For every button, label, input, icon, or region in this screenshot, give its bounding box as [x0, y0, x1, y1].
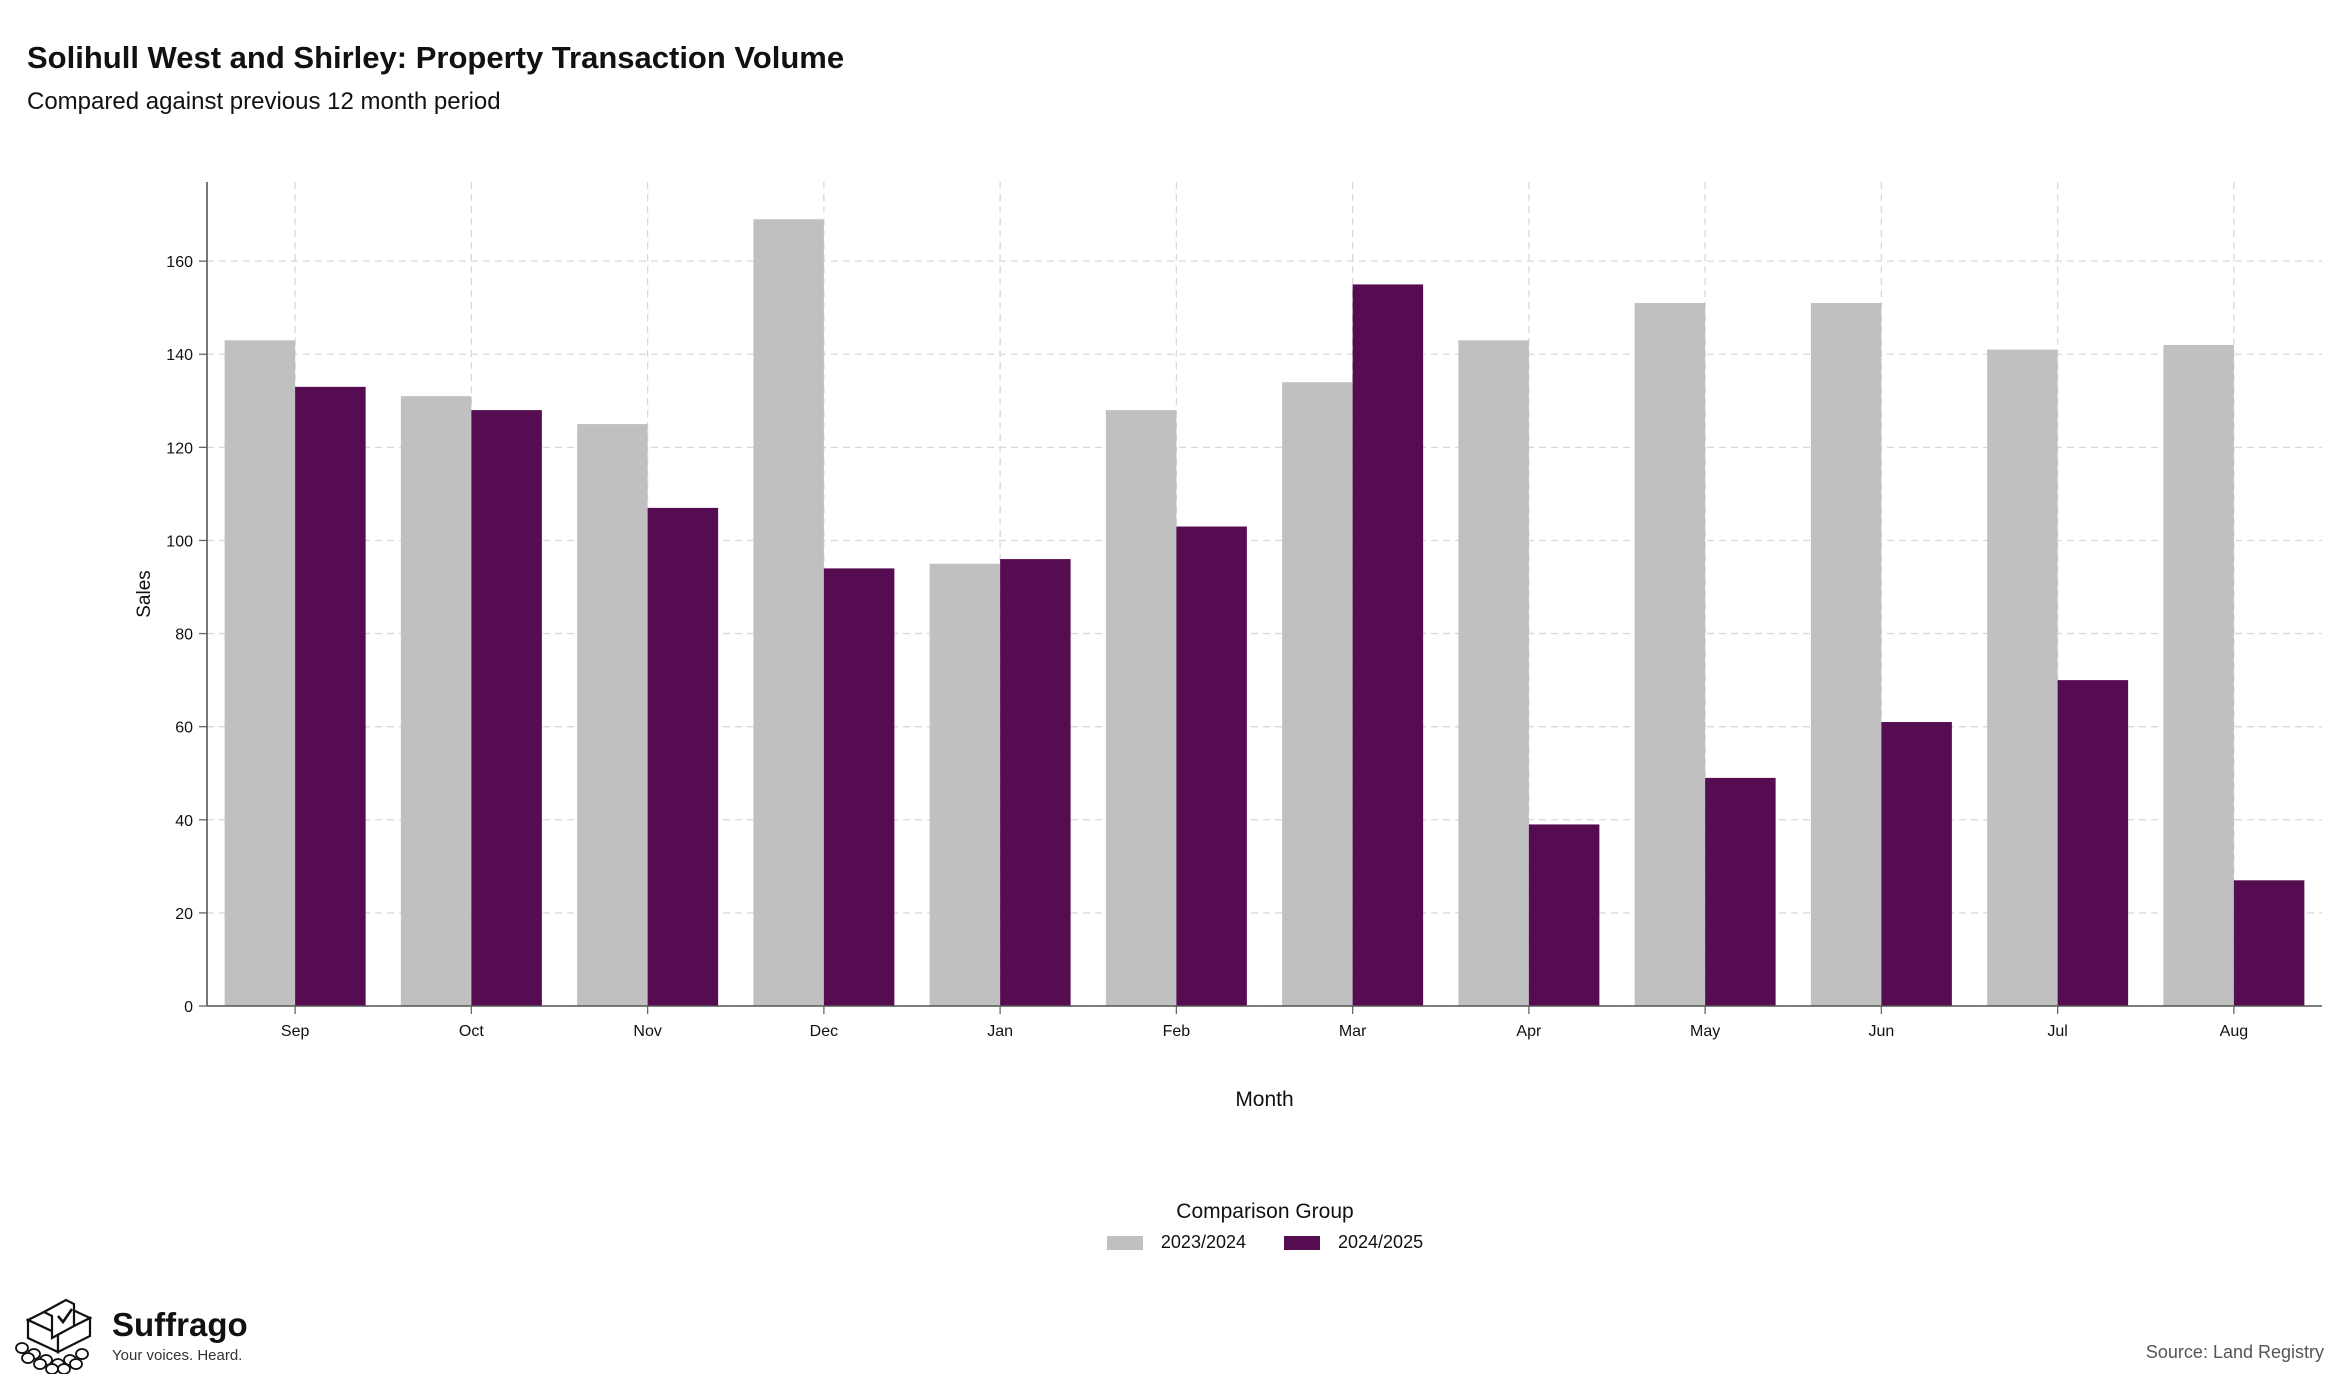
legend-items: 2023/2024 2024/2025	[0, 1232, 2334, 1253]
bar-2024-2025-jun	[1881, 722, 1952, 1006]
brand-name: Suffrago	[112, 1305, 248, 1343]
y-tick-label: 0	[184, 999, 193, 1016]
x-tick-label: Jul	[2047, 1023, 2067, 1040]
bar-2024-2025-jul	[2057, 680, 2129, 1006]
chart-subtitle: Compared against previous 12 month perio…	[27, 88, 501, 115]
bar-2023-2024-apr	[1458, 340, 1529, 1006]
bar-2024-2025-aug	[2233, 880, 2305, 1006]
legend: Comparison Group 2023/2024 2024/2025	[0, 1200, 2334, 1253]
y-tick-label: 100	[166, 533, 193, 550]
y-tick-label: 20	[175, 906, 193, 923]
chart-title: Solihull West and Shirley: Property Tran…	[27, 40, 845, 75]
legend-title: Comparison Group	[1176, 1200, 1354, 1223]
bar-2024-2025-jan	[1000, 559, 1071, 1006]
legend-swatch-2023-2024	[1106, 1235, 1143, 1250]
y-tick-label: 40	[175, 813, 193, 830]
y-tick-label: 160	[166, 254, 193, 271]
bar-2023-2024-mar	[1282, 382, 1353, 1006]
y-tick-label: 60	[175, 720, 193, 737]
bar-2023-2024-oct	[400, 396, 472, 1007]
bar-chart: 0 20 40 60 80 100 120 140 160 Sep Oct Nov Dec Jan Feb M…	[134, 182, 2322, 1111]
bar-2023-2024-feb	[1105, 410, 1177, 1006]
y-tick-label: 140	[166, 347, 193, 364]
bar-2023-2024-sep	[224, 340, 296, 1006]
bar-2023-2024-jul	[1987, 349, 2058, 1006]
y-tick-label: 80	[175, 627, 193, 644]
brand-logo: Suffrago Your voices. Heard.	[14, 1292, 248, 1379]
bar-2024-2025-apr	[1528, 824, 1600, 1006]
brand-tagline: Your voices. Heard.	[112, 1346, 243, 1364]
bar-2024-2025-may	[1705, 777, 1776, 1006]
bar-2023-2024-aug	[2163, 344, 2234, 1006]
x-tick-label: Nov	[633, 1023, 661, 1040]
x-tick-label: Mar	[1339, 1023, 1367, 1040]
x-tick-label: Jun	[1868, 1023, 1894, 1040]
legend-swatch-2024-2025	[1284, 1235, 1320, 1250]
x-tick-label: Apr	[1516, 1023, 1542, 1040]
x-tick-label: May	[1690, 1023, 1720, 1040]
bar-2024-2025-dec	[823, 568, 895, 1006]
bar-2023-2024-nov	[577, 424, 648, 1006]
bar-2024-2025-sep	[295, 386, 366, 1006]
y-tick-label: 120	[166, 440, 193, 457]
ballot-box-icon	[14, 1292, 106, 1379]
bar-2024-2025-feb	[1176, 526, 1247, 1006]
legend-label-2024-2025: 2024/2025	[1338, 1232, 1424, 1252]
legend-label-2023-2024: 2023/2024	[1160, 1232, 1246, 1252]
x-axis-title: Month	[1235, 1088, 1293, 1111]
bar-2023-2024-dec	[753, 219, 824, 1007]
bar-2024-2025-mar	[1352, 284, 1424, 1006]
x-tick-label: Sep	[281, 1023, 310, 1040]
bar-2024-2025-nov	[647, 507, 719, 1006]
bar-2024-2025-oct	[471, 410, 542, 1006]
bar-2023-2024-jun	[1810, 303, 1882, 1006]
legend-item-2023-2024: 2023/2024	[1106, 1232, 1246, 1253]
x-tick-label: Oct	[459, 1023, 484, 1040]
source-note: Source: Land Registry	[2145, 1342, 2324, 1362]
legend-item-2024-2025: 2024/2025	[1284, 1232, 1423, 1253]
x-tick-label: Jan	[987, 1023, 1013, 1040]
x-tick-label: Dec	[810, 1023, 838, 1040]
x-tick-label: Aug	[2220, 1023, 2248, 1040]
bar-2023-2024-may	[1634, 303, 1706, 1006]
bar-2023-2024-jan	[929, 563, 1001, 1006]
x-tick-label: Feb	[1163, 1023, 1191, 1040]
y-axis-title: Sales	[134, 570, 155, 618]
